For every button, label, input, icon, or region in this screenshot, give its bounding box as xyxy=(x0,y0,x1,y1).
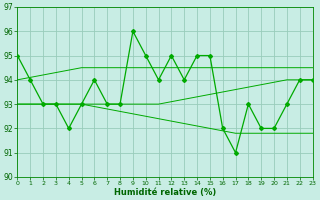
X-axis label: Humidité relative (%): Humidité relative (%) xyxy=(114,188,216,197)
